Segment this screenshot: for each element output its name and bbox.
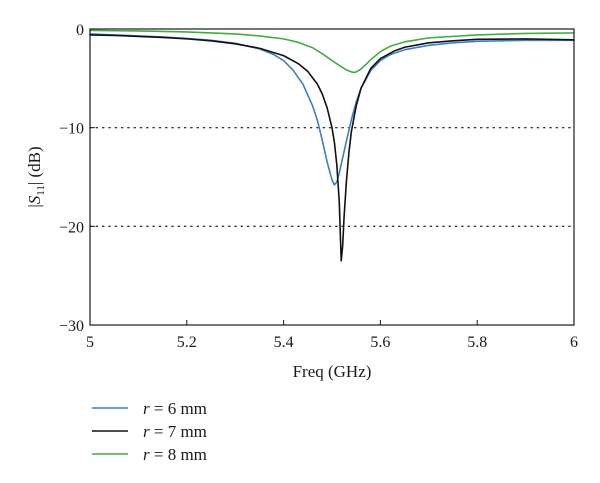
x-tick-label: 5.4	[274, 334, 294, 351]
y-axis-ticks: 0 −10 −20 −30	[59, 22, 95, 335]
y-tick-label: −30	[59, 318, 84, 335]
legend-entry: r = 7 mm	[143, 422, 207, 441]
x-tick-label: 5.8	[467, 334, 487, 351]
legend: r = 6 mm r = 7 mm r = 8 mm	[92, 399, 207, 464]
x-tick-label: 6	[570, 334, 578, 351]
grid-lines	[89, 127, 575, 227]
x-tick-label: 5	[86, 334, 94, 351]
y-tick-label: −10	[59, 121, 84, 138]
x-tick-label: 5.2	[177, 334, 197, 351]
series-line	[89, 34, 575, 262]
x-axis-ticks: 5 5.2 5.4 5.6 5.8 6	[86, 320, 578, 351]
y-axis-label: |S11| (dB)	[25, 146, 47, 207]
plot-frame	[89, 28, 575, 326]
legend-entry: r = 6 mm	[143, 399, 207, 418]
series-line	[89, 29, 575, 74]
legend-entry: r = 8 mm	[143, 445, 207, 464]
y-tick-label: 0	[76, 22, 84, 39]
y-tick-label: −20	[59, 219, 84, 236]
series-line	[89, 33, 575, 186]
x-tick-label: 5.6	[370, 334, 390, 351]
x-axis-label: Freq (GHz)	[293, 362, 372, 381]
series-lines	[89, 29, 575, 262]
